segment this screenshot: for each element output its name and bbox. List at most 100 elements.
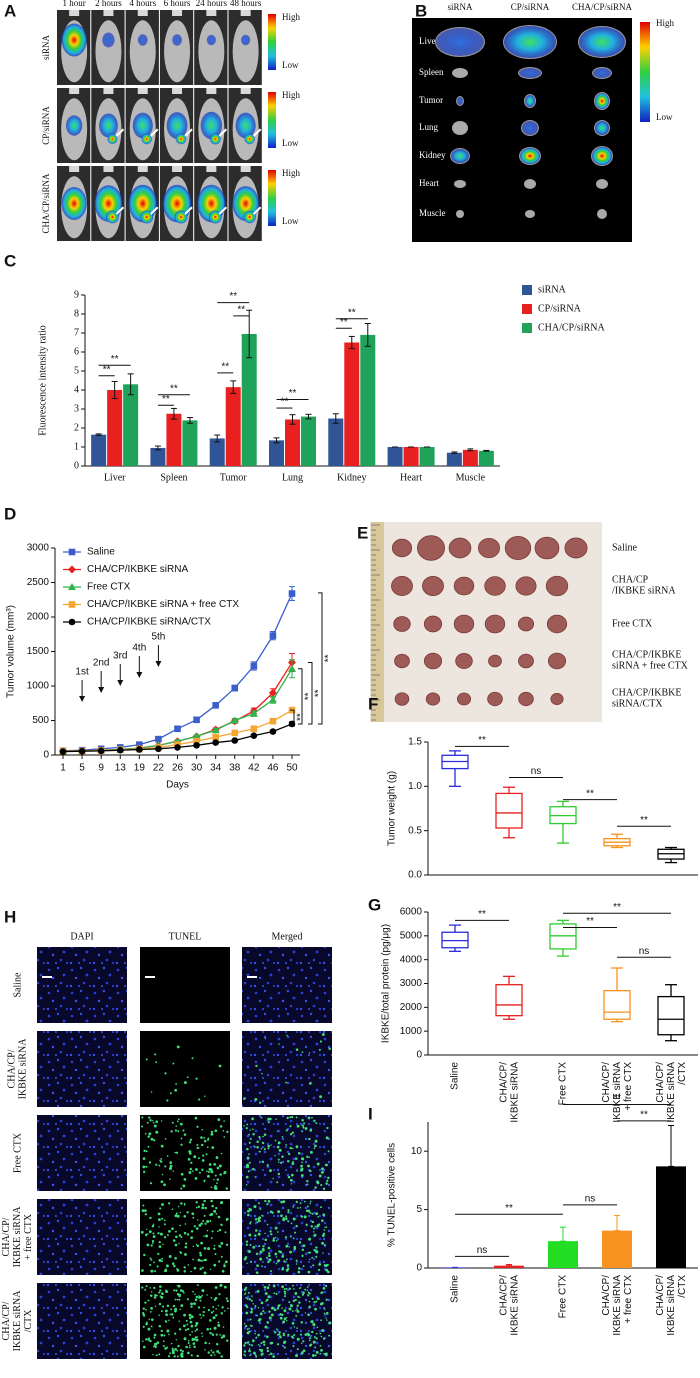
tunel-spot [217,1324,221,1327]
signal [132,112,153,139]
y-tick-label: 2000 [400,1002,423,1013]
tunel-spot [252,1303,255,1305]
tunel-spot [201,1260,204,1262]
tunel-spot [207,1351,210,1354]
tunel-spot [252,1339,255,1343]
tunel-spot [325,1182,328,1185]
tunel-spot [308,1251,312,1254]
mouse-tail-clip [137,166,148,172]
signal [522,121,538,135]
tunel-spot [295,1259,298,1262]
tunel-spot [213,1326,217,1330]
tunel-spot [148,1318,151,1321]
tunel-spot [141,1209,145,1213]
tunel-spot [257,1319,261,1322]
tunel-spot [160,1120,163,1122]
tunel-spot [264,1232,266,1235]
tunel-spot [180,1137,183,1140]
tunel-spot [292,1147,294,1150]
tunel-spot [280,1214,283,1218]
tunel-spot [279,1316,283,1320]
tunel-spot [155,1061,158,1064]
tunel-spot [302,1291,305,1295]
tunel-spot [251,1128,254,1131]
box [657,995,685,1036]
tunel-spot [206,1294,208,1296]
tunel-spot [179,1122,183,1126]
tunel-spot [275,1328,278,1331]
tunel-spot [279,1304,281,1306]
tunel-spot [308,1339,311,1342]
x-tick-label: Heart [400,472,422,483]
tunel-spot [174,1309,177,1313]
tunel-spot [185,1319,188,1322]
tunel-spot [311,1116,313,1119]
tunel-spot [216,1166,220,1170]
tunel-spot [272,1237,275,1240]
tunel-spot [190,1161,193,1164]
tunel-spot [252,1246,256,1249]
tunel-spot [204,1206,207,1210]
tunel-spot [159,1232,163,1236]
tunel-spot [316,1162,320,1166]
significance-label: ** [296,713,307,721]
tunel-spot [176,1298,179,1301]
tunel-spot [159,1207,162,1210]
tumor [547,652,567,670]
column-label: DAPI [70,931,93,942]
signal [525,95,535,107]
row-label: siRNA [41,35,51,61]
tunel-spot [245,1297,247,1299]
row-label: Saline [612,542,638,553]
tunel-spot [272,1177,274,1180]
y-tick-label: 0 [74,460,79,471]
tunel-spot [311,1256,314,1259]
marker [231,737,239,744]
tunel-spot [319,1345,322,1347]
marker [155,745,162,753]
arrow [218,128,228,137]
tunel-spot [225,1187,228,1190]
significance-label: ** [111,354,119,365]
tunel-spot [174,1214,178,1218]
tumor [518,653,534,669]
tunel-spot [150,1269,154,1273]
tunel-spot [249,1137,252,1140]
tunel-spot [169,1313,172,1316]
marker [193,737,200,745]
tunel-spot [306,1286,309,1288]
tunel-spot [257,1333,260,1337]
tunel-spot [216,1349,220,1353]
tunel-spot [300,1169,303,1172]
tunel-spot [296,1308,298,1311]
tunel-spot [146,1121,149,1124]
tunel-spot [298,1301,301,1304]
y-tick-label: 3 [74,403,79,414]
tunel-spot [188,1316,192,1320]
significance-label: ** [613,902,621,913]
tunel-spot [273,1331,277,1334]
column-label: 2 hours [95,0,122,8]
tunel-spot [316,1225,319,1228]
tunel-spot [156,1341,159,1344]
bar [419,447,435,466]
tunel-spot [199,1251,202,1255]
tunel-spot [152,1121,155,1124]
tunel-spot [257,1306,260,1309]
tunel-spot [248,1233,252,1237]
tunel-spot [301,1161,303,1164]
arrow [150,128,159,137]
marker [249,709,258,717]
tunel-spot [158,1302,162,1306]
signal [200,111,223,140]
tunel-spot [282,1200,286,1204]
tunel-spot [299,1206,302,1209]
tunel-spot [184,1245,188,1249]
tunel-spot [142,1325,145,1328]
signal [436,28,484,56]
tunel-spot [290,1304,293,1308]
tunel-spot [149,1263,152,1267]
tunel-spot [174,1256,177,1260]
x-axis-label: Days [166,780,189,791]
tunel-spot [276,1239,278,1242]
